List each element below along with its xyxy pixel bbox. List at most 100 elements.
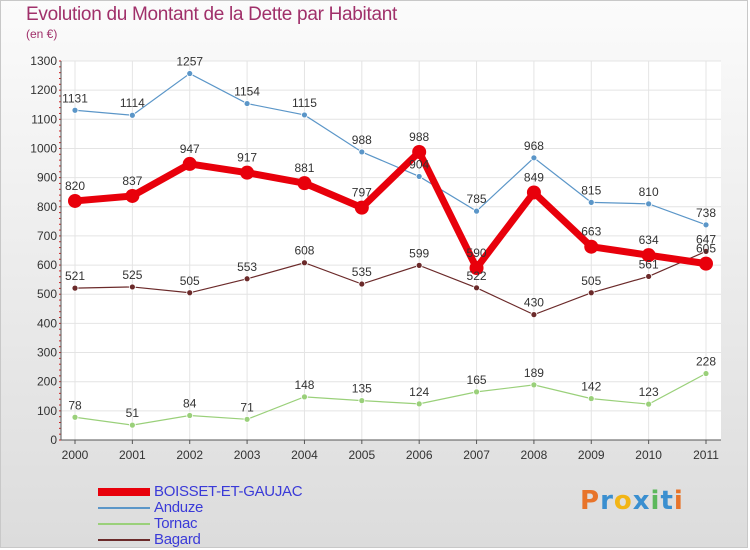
data-label-bagard: 522 (467, 269, 487, 283)
data-label-boisset-et-gaujac: 837 (122, 174, 142, 188)
y-tick-label: 1100 (31, 112, 57, 126)
data-label-boisset-et-gaujac: 988 (409, 130, 429, 144)
data-label-anduze: 738 (696, 206, 716, 220)
data-point-anduze (530, 154, 538, 162)
data-label-bagard: 561 (639, 257, 659, 271)
data-point-bagard (702, 247, 710, 255)
data-point-bagard (71, 284, 79, 292)
data-point-bagard (473, 284, 480, 292)
data-point-tornac (358, 397, 366, 405)
legend-swatch-anduze (98, 507, 150, 509)
data-label-anduze: 968 (524, 139, 544, 153)
data-label-bagard: 535 (352, 265, 372, 279)
data-point-anduze (587, 198, 595, 206)
data-point-bagard (358, 280, 366, 288)
series-line-bagard (74, 250, 707, 316)
data-label-anduze: 815 (581, 183, 601, 197)
data-label-bagard: 505 (581, 274, 601, 288)
data-point-tornac (415, 400, 423, 408)
data-point-tornac (186, 412, 194, 419)
legend-item-tornac[interactable]: Tornac (98, 515, 358, 532)
x-tick-label: 2006 (406, 448, 433, 462)
data-point-anduze (71, 106, 79, 114)
legend-label-boisset: BOISSET-ET-GAUJAC (154, 483, 303, 500)
legend-item-boisset[interactable]: BOISSET-ET-GAUJAC (98, 483, 358, 500)
data-label-anduze: 1131 (62, 91, 88, 105)
data-label-boisset-et-gaujac: 590 (467, 246, 487, 260)
data-label-tornac: 123 (639, 385, 659, 399)
legend-swatch-tornac (98, 523, 150, 525)
axes: 0 100 200 300 400 500 600 700 800 900 1000 1100 1200… (30, 54, 721, 462)
data-point-bagard (645, 273, 653, 280)
y-tick-label: 700 (37, 229, 57, 243)
data-point-anduze (358, 148, 366, 156)
data-label-anduze: 904 (409, 157, 429, 171)
data-label-anduze: 988 (352, 133, 372, 147)
data-point-boisset-et-gaujac (526, 185, 541, 200)
data-point-anduze (243, 100, 251, 107)
data-label-boisset-et-gaujac: 917 (237, 151, 257, 165)
data-point-anduze (301, 111, 308, 119)
data-label-bagard: 647 (696, 232, 716, 246)
data-point-anduze (186, 70, 194, 77)
y-tick-label: 0 (50, 433, 57, 447)
data-label-tornac: 78 (68, 398, 82, 412)
data-point-tornac (645, 400, 653, 408)
data-point-anduze (128, 111, 136, 119)
y-tick-label: 1300 (30, 54, 57, 68)
data-point-bagard (530, 311, 538, 319)
data-label-bagard: 608 (294, 244, 314, 258)
data-point-bagard (243, 275, 251, 283)
legend: BOISSET-ET-GAUJAC Anduze Tornac Bagard (98, 483, 358, 548)
data-point-boisset-et-gaujac (68, 193, 82, 208)
x-tick-label: 2008 (521, 448, 548, 462)
logo-letter: i (650, 486, 661, 516)
logo-letter: x (632, 486, 651, 516)
data-point-boisset-et-gaujac (641, 248, 656, 263)
data-label-boisset-et-gaujac: 947 (180, 142, 200, 156)
data-label-anduze: 1257 (176, 55, 203, 69)
x-tick-label: 2009 (578, 448, 605, 462)
data-label-boisset-et-gaujac: 797 (352, 186, 372, 200)
data-label-tornac: 228 (696, 355, 716, 369)
series-bagard (71, 247, 710, 319)
data-point-boisset-et-gaujac (297, 176, 312, 191)
proxiti-logo: Proxiti (580, 486, 684, 516)
data-label-anduze: 785 (467, 192, 487, 206)
data-point-anduze (645, 200, 653, 208)
y-tick-label: 900 (37, 171, 57, 185)
x-tick-label: 2002 (176, 448, 203, 462)
data-point-bagard (128, 283, 136, 291)
series-boisset-et-gaujac (68, 144, 713, 275)
data-point-anduze (702, 221, 710, 229)
y-tick-label: 600 (37, 258, 57, 272)
x-tick-label: 2005 (348, 448, 375, 462)
legend-label-bagard: Bagard (154, 531, 201, 548)
data-point-tornac (587, 395, 595, 403)
data-label-bagard: 525 (122, 268, 142, 282)
y-tick-label: 1200 (30, 83, 57, 97)
y-tick-label: 1000 (30, 141, 57, 155)
y-tick-label: 800 (37, 200, 57, 214)
legend-item-anduze[interactable]: Anduze (98, 499, 358, 516)
y-tick-label: 100 (37, 404, 57, 418)
x-tick-label: 2010 (635, 448, 662, 462)
data-point-tornac (301, 393, 308, 401)
data-point-boisset-et-gaujac (354, 200, 369, 215)
logo-letter: r (600, 486, 614, 516)
legend-item-bagard[interactable]: Bagard (98, 531, 358, 548)
data-label-tornac: 124 (409, 385, 429, 399)
data-label-boisset-et-gaujac: 849 (524, 170, 544, 184)
data-point-tornac (702, 370, 710, 377)
y-tick-label: 200 (37, 375, 57, 389)
series-line-boisset-et-gaujac (71, 148, 710, 272)
logo-letter: t (660, 486, 674, 516)
data-label-anduze: 810 (639, 185, 659, 199)
data-label-anduze: 1114 (120, 96, 145, 110)
data-point-boisset-et-gaujac (125, 188, 140, 203)
data-label-anduze: 1154 (234, 85, 260, 99)
logo-letter: o (613, 486, 633, 516)
data-label-bagard: 521 (65, 269, 85, 283)
series-line-anduze (74, 72, 707, 226)
